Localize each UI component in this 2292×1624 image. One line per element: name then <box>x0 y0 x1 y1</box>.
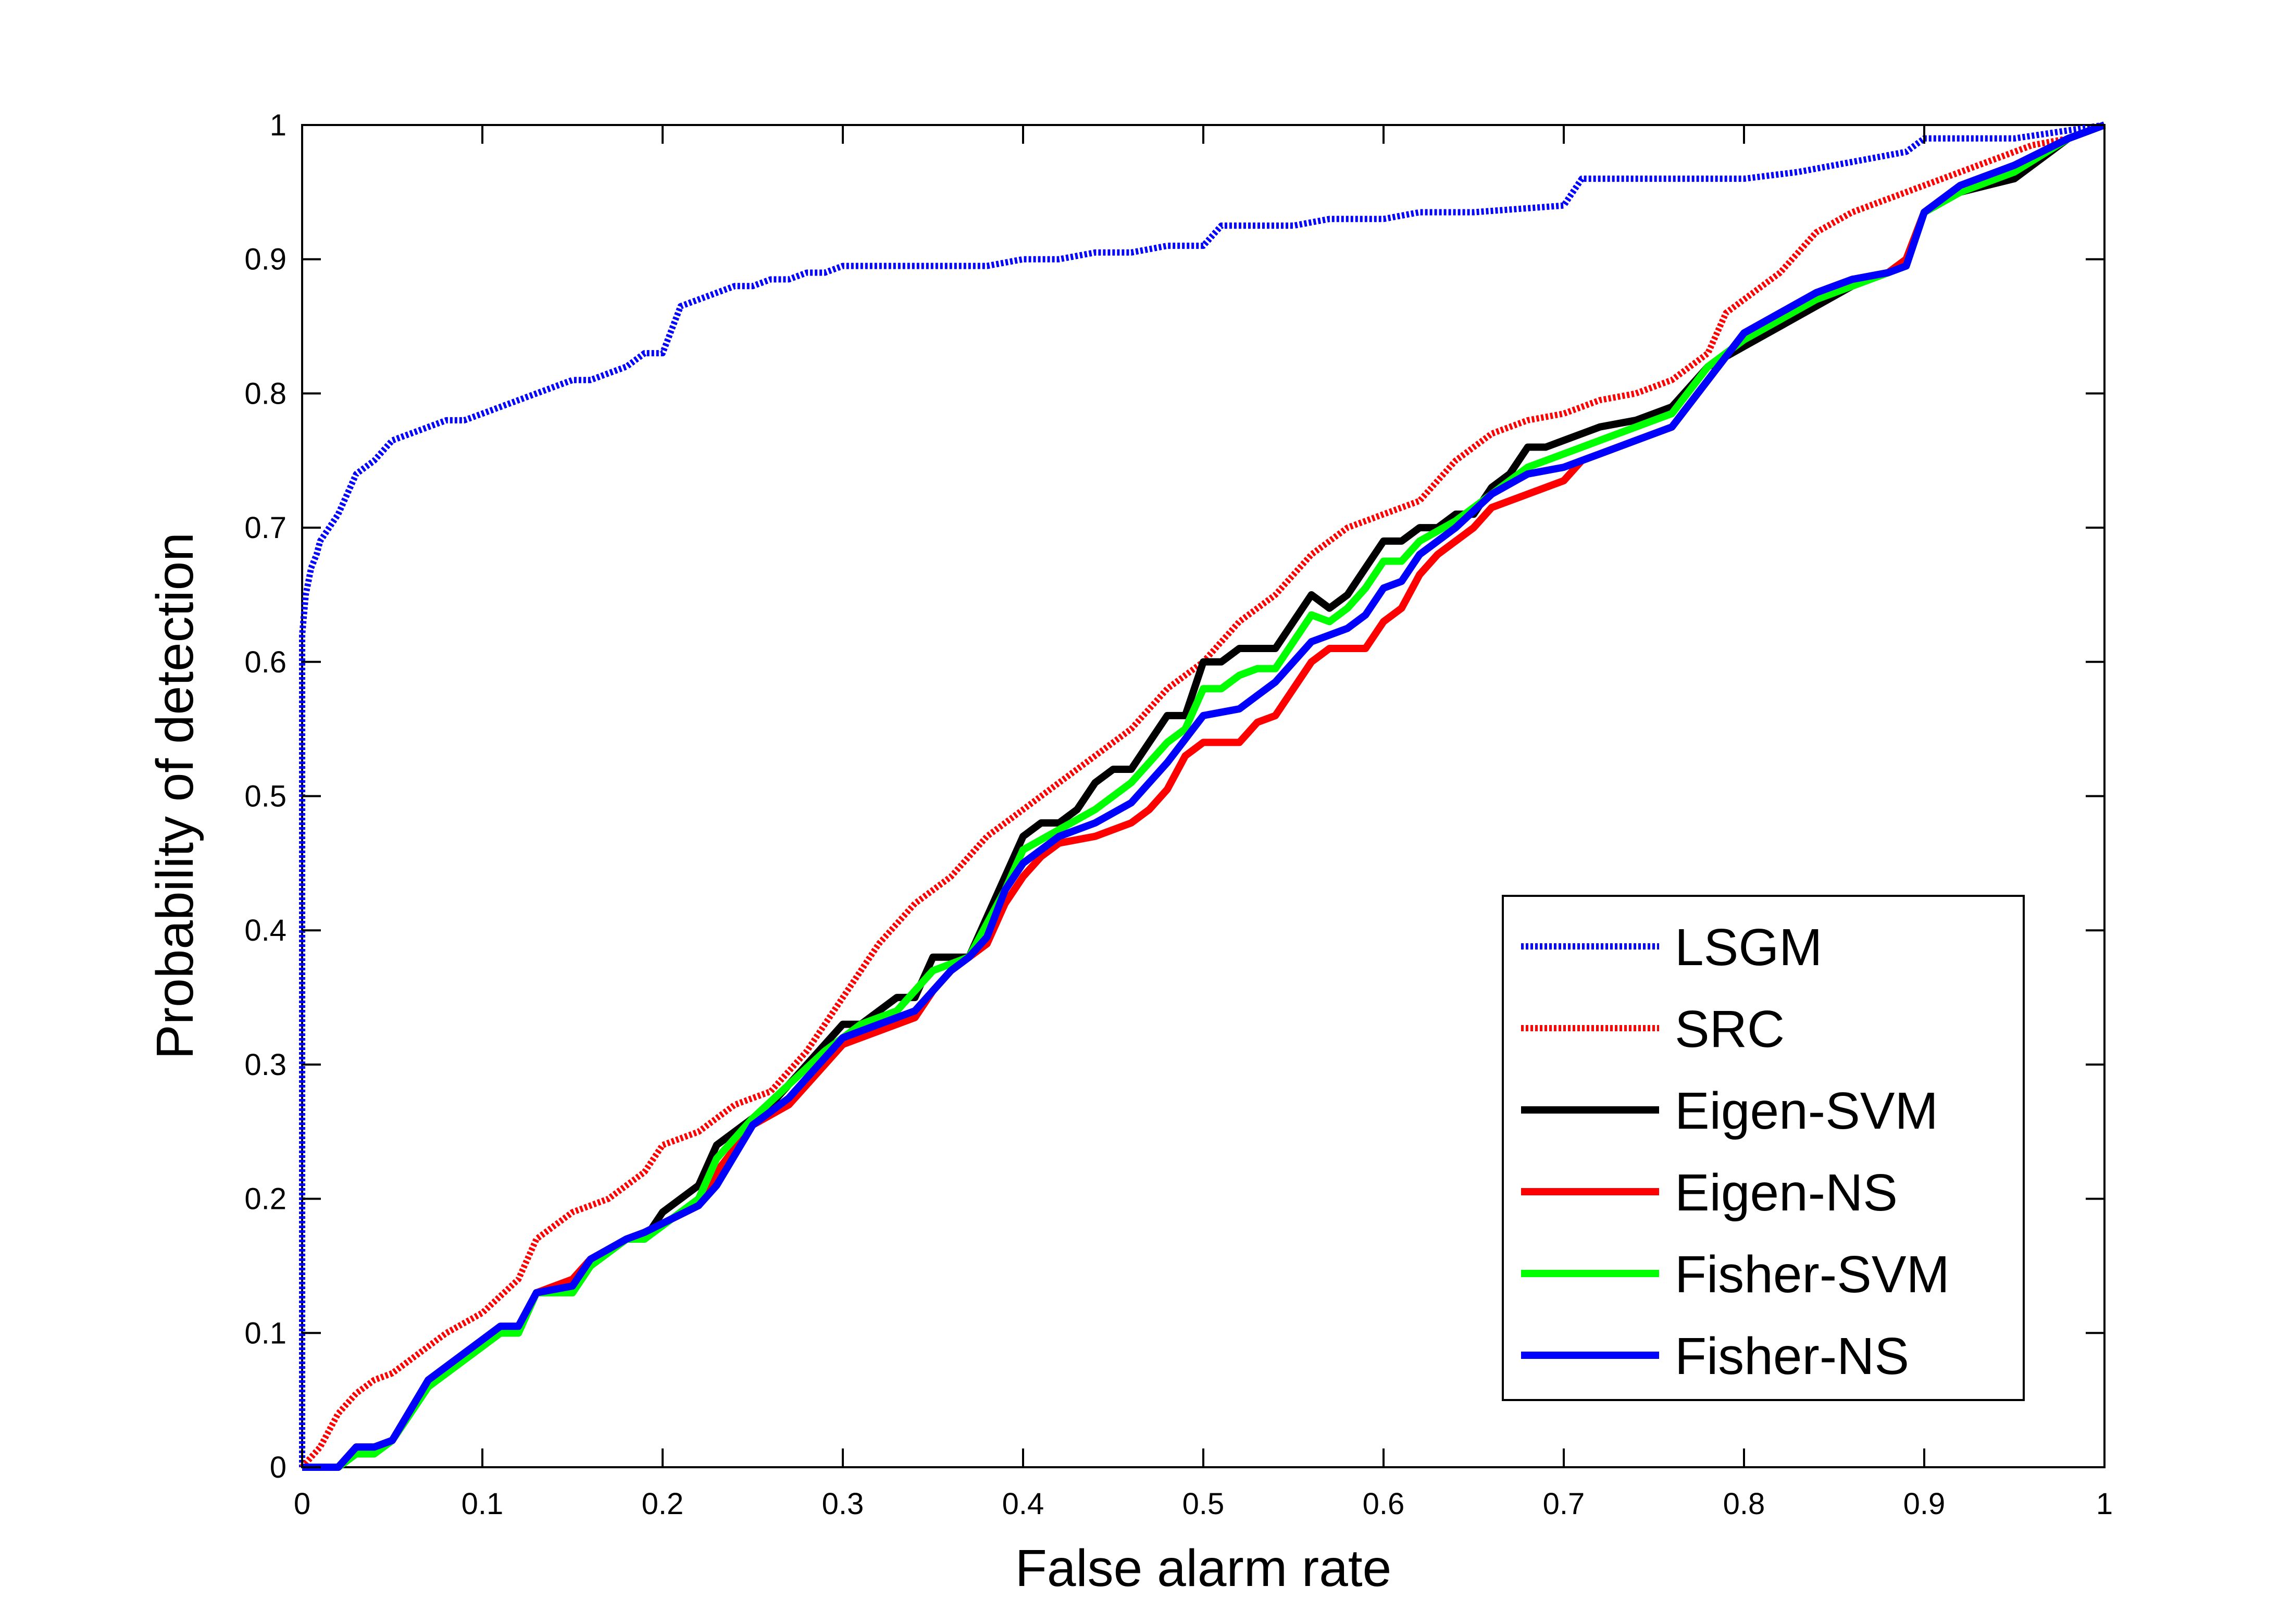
series-line-lsgm <box>299 122 2105 1467</box>
y-tick-label: 1 <box>270 108 286 142</box>
x-tick-label: 0.6 <box>1363 1487 1405 1521</box>
x-tick-label: 1 <box>2096 1487 2113 1521</box>
y-tick-label: 0 <box>270 1451 286 1484</box>
y-tick-label: 0.4 <box>244 914 286 947</box>
legend-label: SRC <box>1675 1000 1785 1058</box>
legend-label: Eigen-SVM <box>1675 1082 1938 1140</box>
y-tick-label: 0.9 <box>244 243 286 277</box>
x-tick-label: 0 <box>294 1487 310 1521</box>
legend: LSGM SRC Eigen-SVM Eigen-NS Fisher-SVM Fisher… <box>1502 895 2025 1401</box>
legend-label: Fisher-NS <box>1675 1327 1909 1385</box>
y-tick-label: 0.7 <box>244 511 286 545</box>
y-tick-label: 0.6 <box>244 645 286 679</box>
axis-layer: 0 0.1 0.2 0.3 0.4 0.5 0.6 0.7 0.8 0.9 1 0 0.1 0.2 0.3 0… <box>244 108 2113 1521</box>
x-tick-label: 0.8 <box>1723 1487 1765 1521</box>
y-axis-title: Probability of detection <box>146 532 204 1059</box>
legend-label: Eigen-NS <box>1675 1164 1898 1222</box>
x-tick-label: 0.7 <box>1543 1487 1585 1521</box>
legend-label: Fisher-SVM <box>1675 1245 1950 1304</box>
y-tick-label: 0.5 <box>244 780 286 814</box>
x-axis-title: False alarm rate <box>1015 1539 1391 1597</box>
legend-box <box>1502 895 2025 1401</box>
y-tick-label: 0.3 <box>244 1048 286 1082</box>
y-tick-label: 0.8 <box>244 377 286 410</box>
legend-label: LSGM <box>1675 918 1822 977</box>
series-layer <box>299 121 2106 1471</box>
x-tick-label: 0.5 <box>1182 1487 1225 1521</box>
y-tick-label: 0.2 <box>244 1182 286 1216</box>
x-tick-label: 0.9 <box>1903 1487 1946 1521</box>
y-tick-label: 0.1 <box>244 1316 286 1350</box>
x-tick-label: 0.1 <box>462 1487 504 1521</box>
series-line-fisher-ns <box>302 121 2106 1471</box>
x-tick-label: 0.2 <box>642 1487 684 1521</box>
x-tick-label: 0.4 <box>1002 1487 1044 1521</box>
x-tick-label: 0.3 <box>822 1487 864 1521</box>
series-line-src <box>300 122 2106 1469</box>
